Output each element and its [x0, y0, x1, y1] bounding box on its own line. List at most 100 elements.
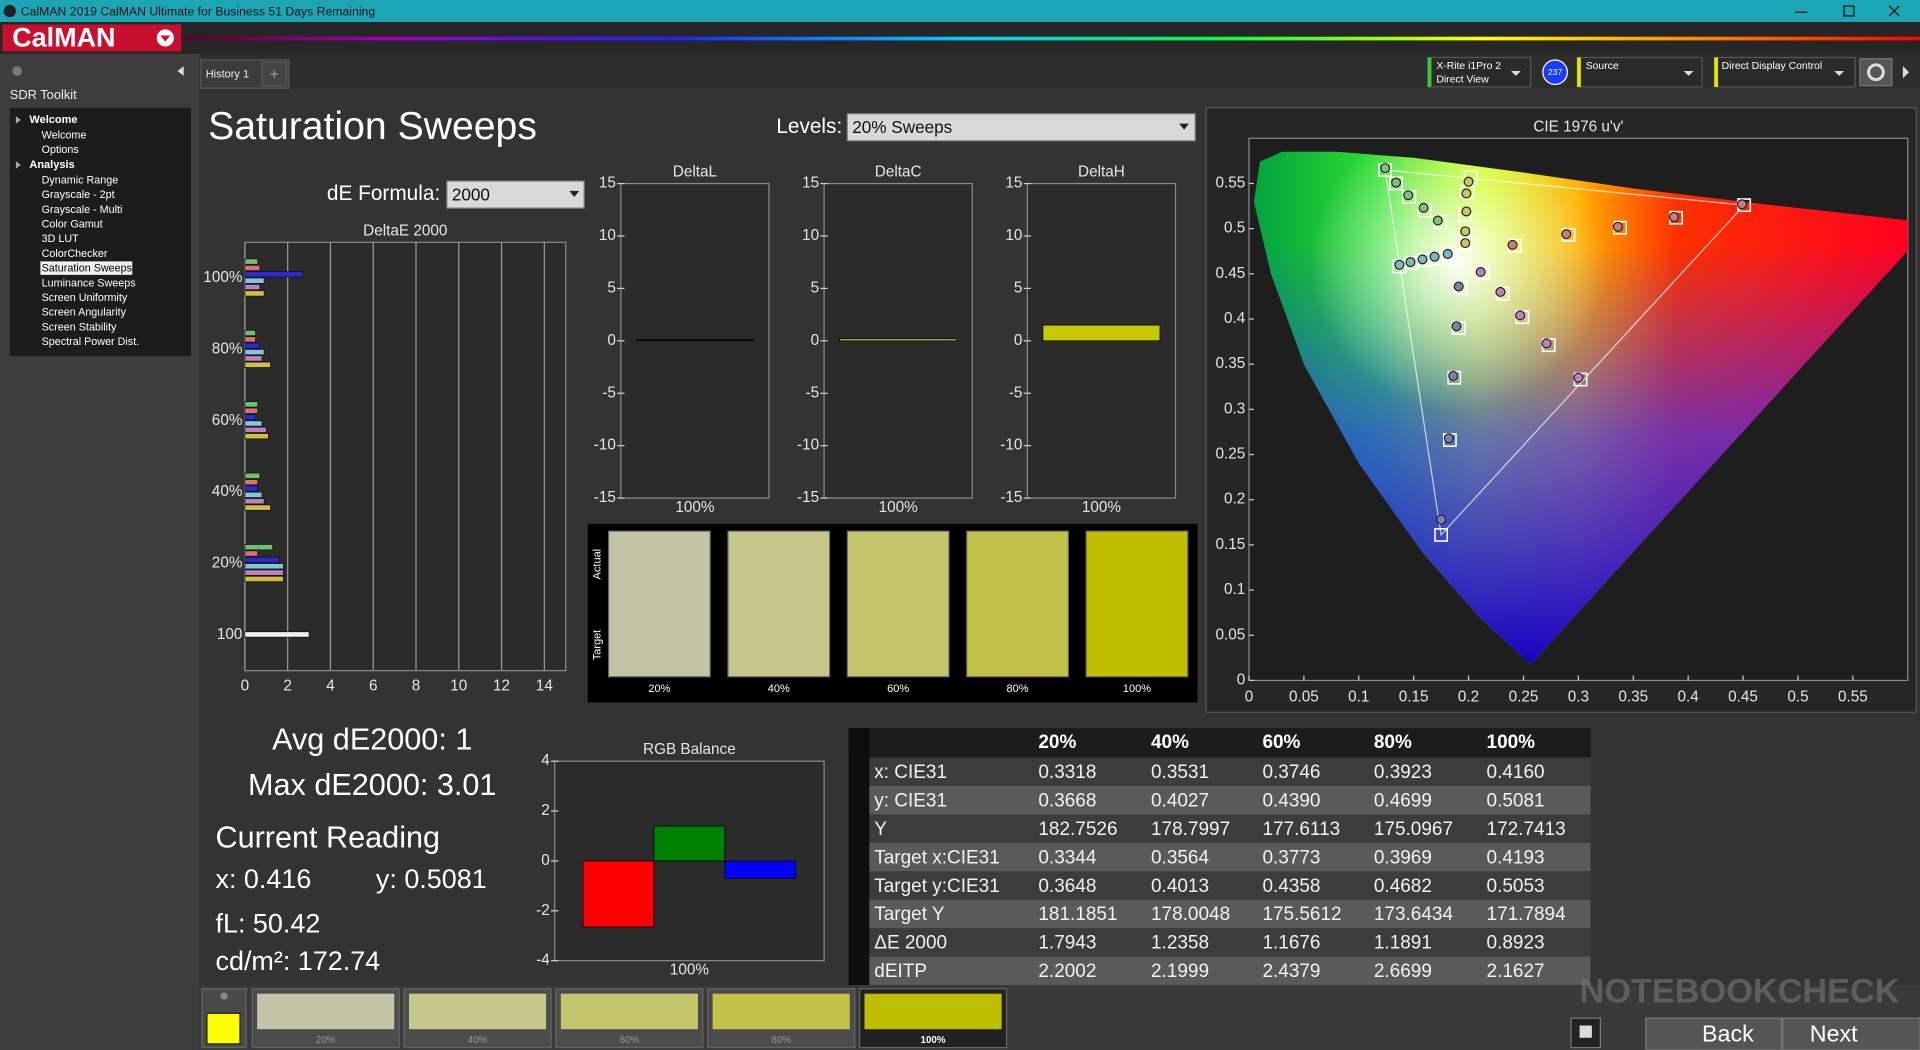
- tree-toggle[interactable]: [15, 116, 21, 124]
- measured-point: [1394, 259, 1405, 270]
- table-cell: 0.4390: [1262, 790, 1320, 811]
- next-label: Next: [1810, 1020, 1858, 1046]
- tree-item[interactable]: Grayscale - 2pt: [42, 189, 115, 201]
- y-tick-label: 0.5: [1224, 220, 1245, 237]
- measured-point: [1668, 211, 1679, 222]
- swatch[interactable]: [966, 530, 1069, 678]
- bottom-swatch-label: 20%: [316, 1035, 336, 1046]
- display-selector[interactable]: [1713, 56, 1856, 88]
- device-scroll[interactable]: [1902, 66, 1909, 79]
- tree-item[interactable]: ColorChecker: [42, 248, 108, 260]
- y-tick-label: -10: [1000, 437, 1022, 454]
- y-tick-label: 20%: [212, 555, 243, 572]
- display-name: Direct Display Control: [1722, 61, 1823, 72]
- x-tick-label: 0: [1245, 689, 1254, 706]
- plot-area: [244, 241, 567, 672]
- bar: [244, 401, 259, 408]
- table-cell: 181.1851: [1038, 904, 1117, 925]
- logo-box[interactable]: [2, 24, 182, 52]
- measured-point: [1561, 229, 1572, 240]
- tree-item[interactable]: Color Gamut: [42, 219, 103, 231]
- table-cell: 0.3923: [1374, 762, 1432, 783]
- settings-button[interactable]: [1859, 58, 1893, 87]
- bar: [244, 544, 274, 551]
- measured-point: [1448, 370, 1459, 381]
- table-cell: 0.3668: [1038, 790, 1096, 811]
- swatch-label: 20%: [648, 683, 670, 695]
- measured-point: [1541, 338, 1552, 349]
- row-label: dEITP: [874, 961, 927, 982]
- tree-selection: [40, 261, 133, 275]
- tree-item[interactable]: Saturation Sweeps: [42, 263, 132, 275]
- x-tick-label: 0.05: [1289, 689, 1319, 706]
- formula-dropdown[interactable]: [446, 180, 585, 209]
- swatch[interactable]: [1085, 530, 1189, 678]
- y-tick-label: -4: [536, 952, 550, 969]
- tree-item[interactable]: Luminance Sweeps: [42, 277, 136, 289]
- measured-point: [1495, 286, 1506, 297]
- tree-item[interactable]: Dynamic Range: [42, 174, 119, 186]
- title-bar: [0, 0, 1920, 23]
- bottom-swatch: [712, 993, 850, 1030]
- source-selector[interactable]: [1576, 56, 1703, 88]
- rainbow-line: [183, 36, 1920, 41]
- table-cell: 0.4193: [1487, 847, 1545, 868]
- y-tick-label: 0.3: [1224, 400, 1245, 417]
- levels-arrow: [1179, 123, 1189, 130]
- table-cell: 1.2358: [1151, 933, 1209, 954]
- reading-heading: Current Reading: [216, 821, 441, 855]
- table-row-bg: [869, 842, 1591, 872]
- chart-title: RGB Balance: [643, 741, 736, 758]
- table-row-bg: [869, 871, 1591, 900]
- swatch[interactable]: [727, 530, 831, 678]
- maximize-button[interactable]: [1843, 5, 1855, 17]
- table-cell: 177.6113: [1262, 819, 1340, 840]
- bar: [244, 336, 256, 343]
- y-tick-label: 0: [607, 332, 616, 349]
- table-cell: 0.4160: [1487, 762, 1545, 783]
- y-tick-label: 0.05: [1216, 626, 1246, 643]
- measured-point: [1475, 266, 1486, 278]
- y-tick-label: -5: [1009, 384, 1023, 401]
- tree-group[interactable]: Welcome: [29, 114, 77, 126]
- y-tick-label: -15: [797, 489, 819, 506]
- tree-item[interactable]: Options: [42, 144, 79, 156]
- sidebar-collapse[interactable]: [177, 66, 184, 76]
- x-tick-label: 0.15: [1399, 689, 1429, 706]
- y-tick-label: -5: [806, 384, 820, 401]
- table-cell: 0.3344: [1038, 847, 1096, 868]
- levels-dropdown[interactable]: [846, 113, 1196, 142]
- table-cell: 182.7526: [1038, 819, 1117, 840]
- page-title: Saturation Sweeps: [208, 105, 537, 148]
- back-button[interactable]: [1645, 1017, 1783, 1050]
- bottom-swatch-label: 100%: [921, 1035, 946, 1046]
- table-row-bg: [869, 757, 1591, 786]
- close-button[interactable]: [1888, 5, 1900, 17]
- sidebar-pin[interactable]: [12, 66, 23, 76]
- data-table: 20% 40% 60% 80% 100% x: CIE31 0.3318 0.3531 0.37…: [848, 728, 1591, 986]
- next-button[interactable]: [1782, 1017, 1920, 1050]
- table-cell: 0.5053: [1487, 876, 1545, 897]
- bottom-swatch-label: 60%: [620, 1035, 640, 1046]
- swatch[interactable]: [607, 530, 711, 678]
- meter-badge[interactable]: [1542, 59, 1568, 86]
- column-header: 60%: [1262, 732, 1300, 753]
- tree-item[interactable]: Screen Uniformity: [42, 292, 128, 304]
- column-header: 40%: [1151, 732, 1189, 753]
- tree-item[interactable]: Grayscale - Multi: [42, 204, 123, 216]
- x-tick-label: 6: [369, 678, 378, 695]
- tree-item[interactable]: Welcome: [42, 129, 87, 141]
- table-cell: 0.8923: [1487, 933, 1545, 954]
- tree-item[interactable]: Screen Stability: [42, 321, 117, 333]
- tree-toggle[interactable]: [15, 161, 21, 169]
- formula-value: 2000: [452, 184, 490, 204]
- tree-item[interactable]: Screen Angularity: [42, 307, 127, 319]
- measured-point: [1460, 238, 1471, 249]
- add-tab-icon: [270, 70, 278, 78]
- tree-item[interactable]: 3D LUT: [42, 233, 80, 245]
- tree-item[interactable]: Spectral Power Dist.: [42, 336, 140, 348]
- tree-group[interactable]: Analysis: [29, 159, 74, 171]
- swatch[interactable]: [846, 530, 950, 678]
- table-cell: 172.7413: [1487, 819, 1566, 840]
